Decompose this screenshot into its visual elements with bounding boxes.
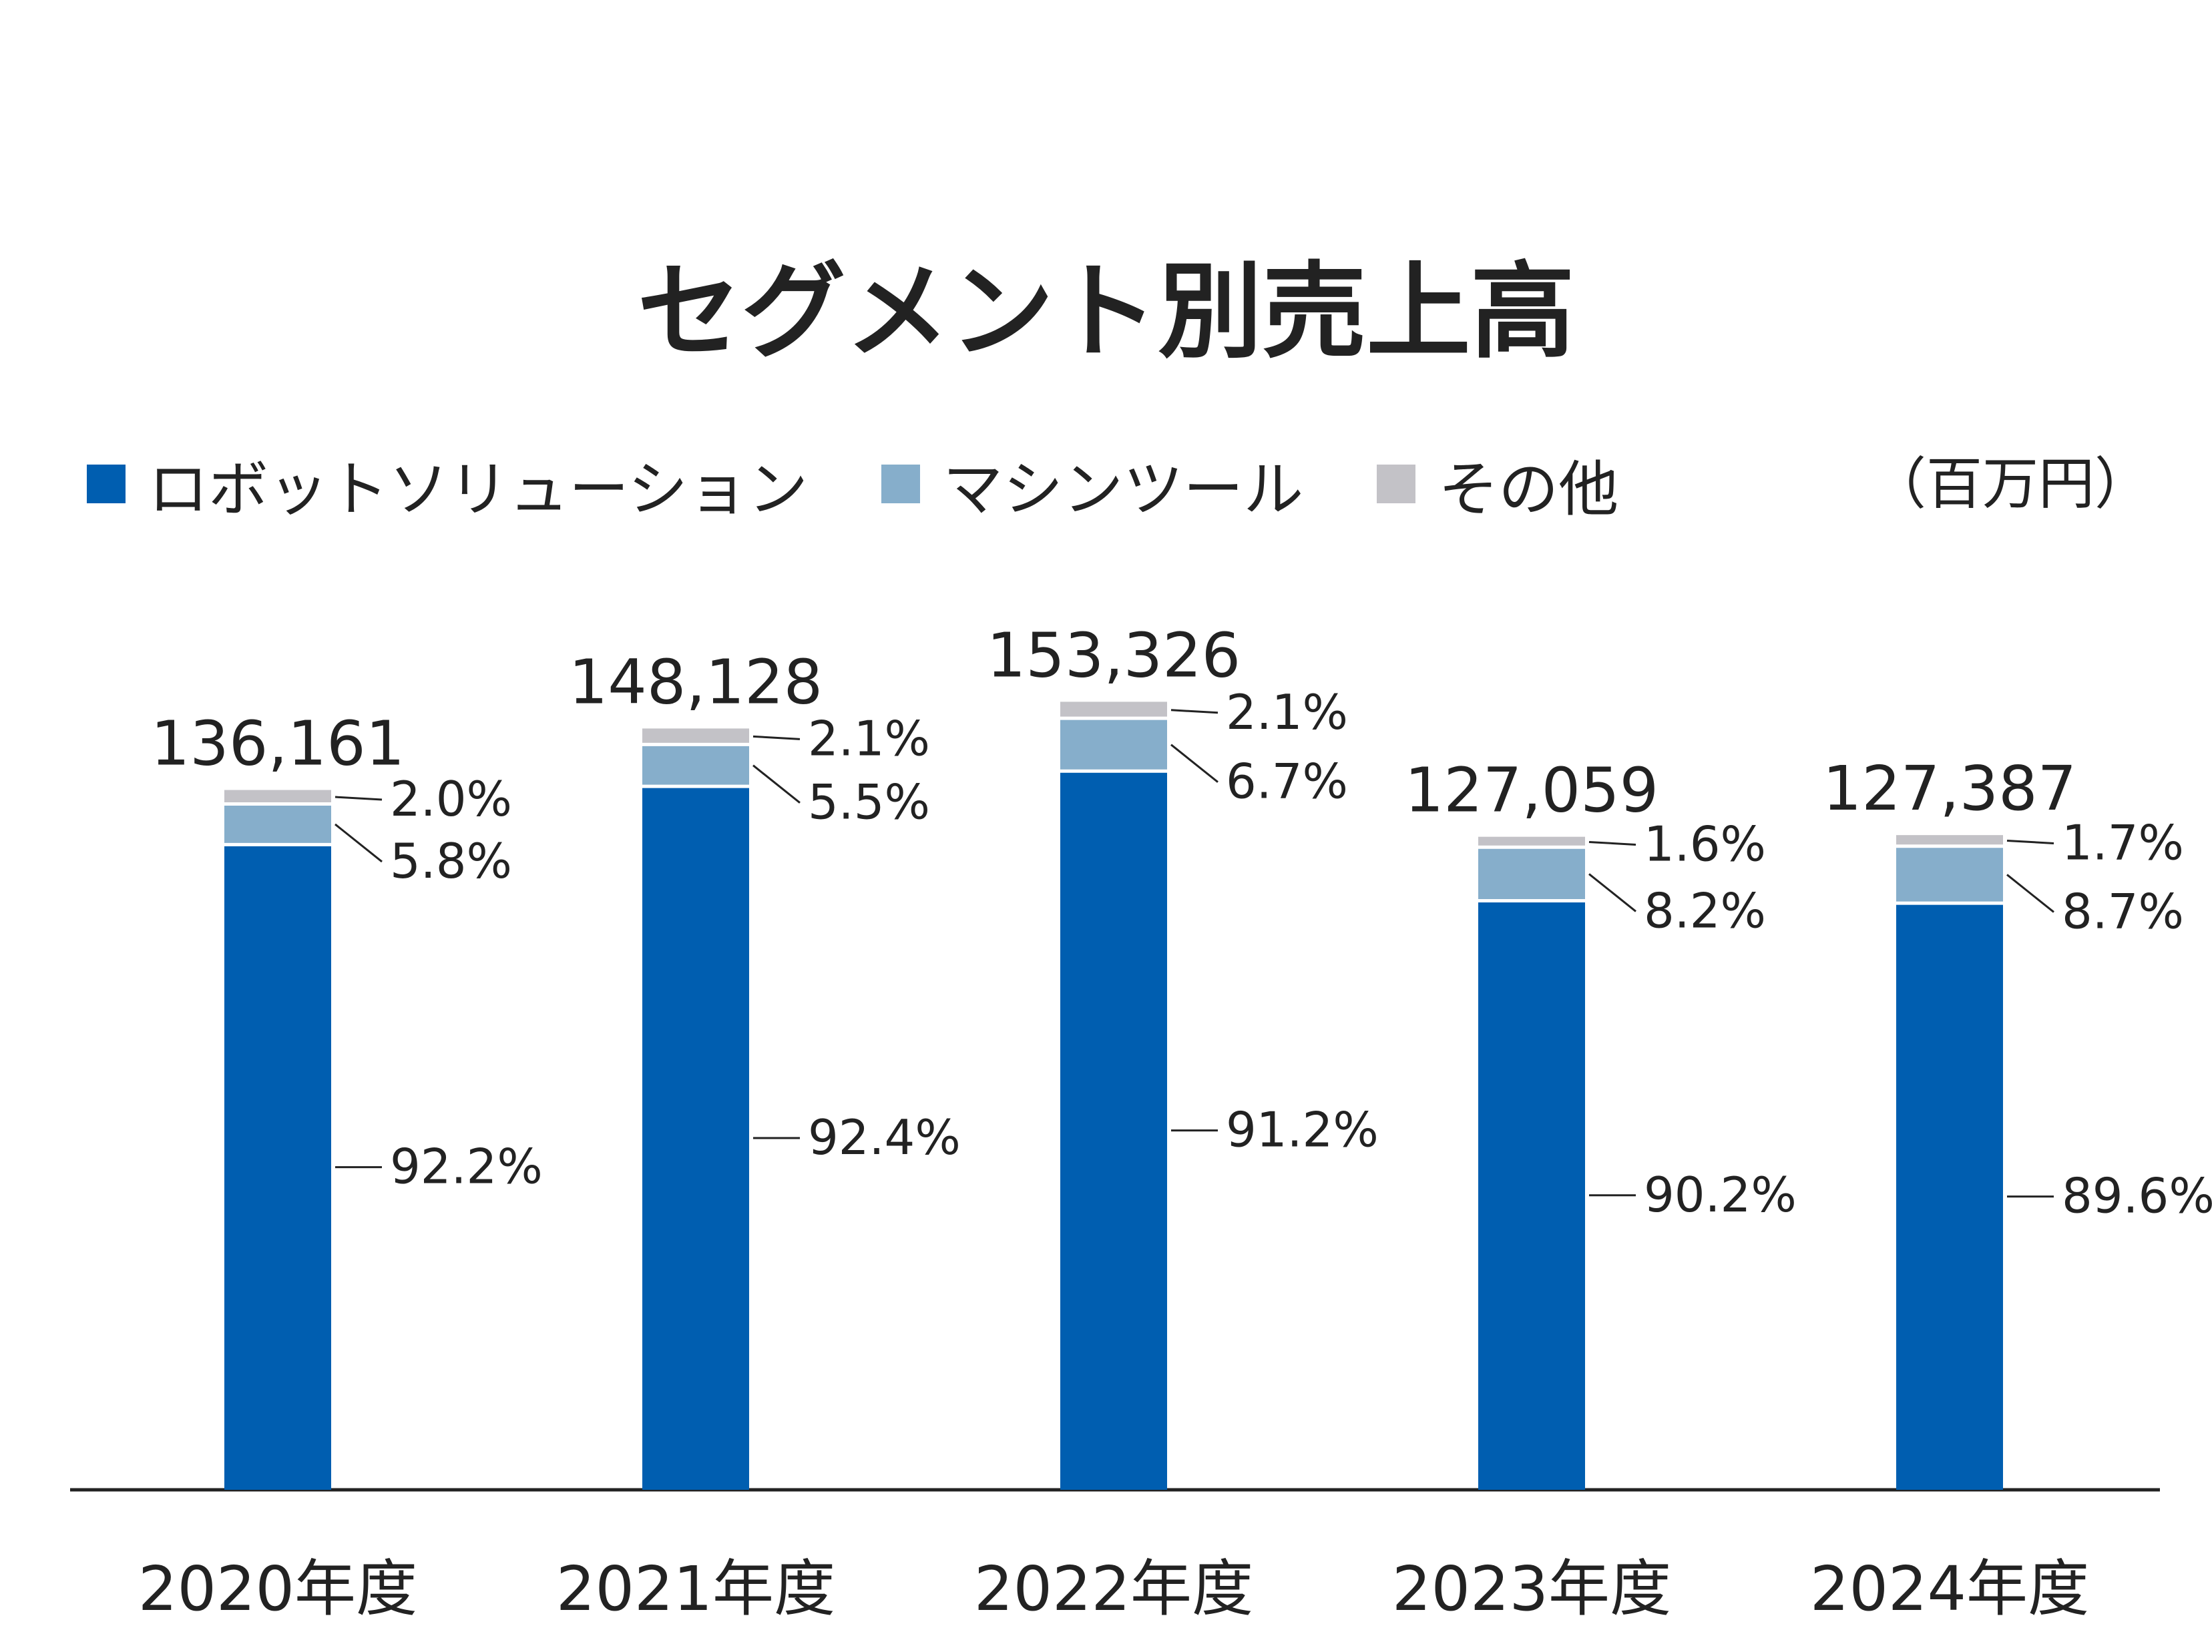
share-label-robot-solution-2: 92.4%: [808, 1109, 961, 1165]
share-label-machine-tool-4: 8.2%: [1644, 882, 1766, 938]
category-label-4: 2023年度: [1392, 1553, 1671, 1625]
share-label-robot-solution-3: 91.2%: [1226, 1102, 1379, 1158]
total-label-2: 148,128: [569, 646, 823, 718]
leader-line-machine-tool-3: [1170, 744, 1219, 783]
leader-line-other-3: [1170, 709, 1219, 714]
legend-item-other: その他: [1377, 441, 1618, 527]
legend-label-machine-tool: マシンツール: [943, 455, 1304, 525]
bar-segment-robot-solution-3: [1060, 771, 1167, 1490]
share-label-robot-solution-4: 90.2%: [1644, 1167, 1797, 1223]
bar-segment-robot-solution-5: [1896, 903, 2003, 1490]
legend-swatch-machine-tool: [881, 465, 921, 503]
bar-segment-other-5: [1896, 835, 2003, 846]
legend-swatch-robot-solution: [87, 465, 126, 503]
share-label-other-1: 2.0%: [390, 771, 512, 827]
chart-title: セグメント別売上高: [637, 251, 1575, 372]
unit-label: （百万円）: [1869, 451, 2151, 517]
bar-segment-machine-tool-4: [1478, 847, 1585, 901]
share-label-machine-tool-3: 6.7%: [1226, 754, 1348, 810]
share-label-machine-tool-2: 5.5%: [808, 774, 930, 830]
leader-line-machine-tool-4: [1588, 873, 1636, 912]
bar-segment-robot-solution-1: [224, 844, 331, 1490]
total-label-1: 136,161: [151, 708, 405, 780]
bar-segment-machine-tool-2: [642, 744, 749, 787]
bar-segment-machine-tool-5: [1896, 846, 2003, 904]
bar-segment-robot-solution-4: [1478, 900, 1585, 1490]
total-label-3: 153,326: [987, 619, 1241, 691]
legend-swatch-other: [1377, 465, 1416, 503]
category-label-3: 2022年度: [974, 1553, 1253, 1625]
category-label-5: 2024年度: [1810, 1553, 2089, 1625]
legend-label-other: その他: [1438, 455, 1619, 525]
share-label-other-2: 2.1%: [808, 710, 930, 766]
total-label-4: 127,059: [1405, 755, 1658, 826]
legend-label-robot-solution: ロボットソリューション: [148, 455, 809, 525]
leader-line-other-5: [2006, 839, 2054, 844]
bar-segment-other-4: [1478, 836, 1585, 848]
share-label-other-5: 1.7%: [2062, 814, 2184, 870]
leader-line-other-4: [1588, 840, 1636, 846]
bar-segment-other-2: [642, 728, 749, 745]
share-label-robot-solution-5: 89.6%: [2062, 1168, 2212, 1224]
share-label-machine-tool-5: 8.7%: [2062, 883, 2184, 939]
legend: ロボットソリューション マシンツール その他: [87, 437, 1692, 531]
category-label-2: 2021年度: [556, 1553, 835, 1625]
category-label-1: 2020年度: [138, 1553, 417, 1625]
total-label-5: 127,387: [1823, 753, 2076, 824]
share-label-machine-tool-1: 5.8%: [390, 833, 512, 889]
bar-segment-machine-tool-1: [224, 804, 331, 845]
leader-line-machine-tool-2: [752, 764, 801, 804]
leader-line-machine-tool-1: [335, 823, 383, 863]
share-label-other-3: 2.1%: [1226, 684, 1348, 740]
bar-segment-other-1: [224, 790, 331, 804]
legend-item-machine-tool: マシンツール: [881, 441, 1303, 527]
bar-segment-machine-tool-3: [1060, 718, 1167, 772]
leader-line-other-2: [752, 735, 801, 740]
share-label-other-4: 1.6%: [1644, 816, 1766, 872]
leader-line-machine-tool-5: [2006, 874, 2054, 913]
bar-segment-robot-solution-2: [642, 786, 749, 1490]
legend-item-robot-solution: ロボットソリューション: [87, 441, 808, 527]
share-label-robot-solution-1: 92.2%: [390, 1139, 543, 1195]
bar-segment-other-3: [1060, 702, 1167, 719]
leader-line-other-1: [335, 796, 383, 801]
